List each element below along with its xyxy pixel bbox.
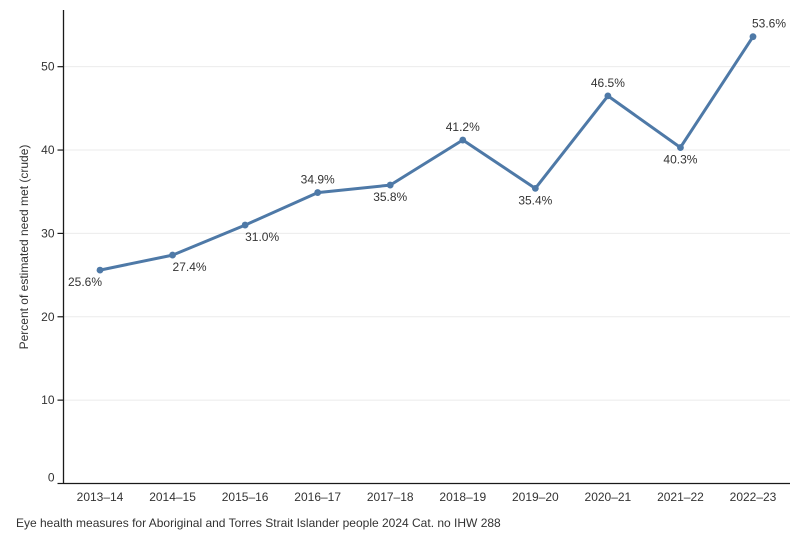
data-point-2020–21[interactable] [604,92,612,100]
series-line[interactable] [98,35,755,272]
data-label-10: 53.6% [752,17,786,31]
caption: Eye health measures for Aboriginal and T… [16,516,501,530]
data-point-2019–20[interactable] [531,184,539,192]
data-point-2016–17[interactable] [314,189,322,196]
x-tick-label-2: 2014–15 [149,490,196,504]
data-label-7: 35.4% [518,193,552,207]
y-tick-label-20: 20 [41,310,55,324]
y-tick-label-40: 40 [41,143,55,157]
x-tick-label-7: 2019–20 [512,490,559,504]
data-point-2015–16[interactable] [241,221,249,229]
data-label-4: 34.9% [301,173,335,187]
data-points [96,33,757,274]
data-labels: 25.6% 27.4% 31.0% 34.9% 35.8% 41.2% 35.4% 46.5%… [68,17,786,289]
data-label-9: 40.3% [663,153,697,167]
y-tick-label-0: 0 [48,471,55,485]
x-tick-label-4: 2016–17 [294,490,341,504]
y-axis-title: Percent of estimated need met (crude) [17,145,31,350]
data-label-2: 27.4% [173,260,207,274]
data-label-1: 25.6% [68,275,102,289]
x-tick-label-3: 2015–16 [222,490,269,504]
x-tick-labels: 2013–14 2014–15 2015–16 2016–17 2017–18 2018–… [77,490,777,504]
x-tick-label-5: 2017–18 [367,490,414,504]
data-point-2018–19[interactable] [459,136,467,144]
data-label-5: 35.8% [373,190,407,204]
x-tick-label-8: 2020–21 [585,490,632,504]
data-point-2021–22[interactable] [677,144,684,151]
data-label-6: 41.2% [446,120,480,134]
x-tick-label-6: 2018–19 [439,490,486,504]
data-point-2022–23[interactable] [749,33,757,41]
x-tick-label-9: 2021–22 [657,490,704,504]
data-point-2013–14[interactable] [96,266,104,274]
data-label-8: 46.5% [591,76,625,90]
y-tick-label-50: 50 [41,60,55,74]
data-point-2014–15[interactable] [169,251,176,259]
gridlines [63,66,790,401]
y-tick-label-30: 30 [41,226,55,240]
y-ticks: 0 10 20 30 40 50 [41,60,64,485]
y-tick-label-10: 10 [41,393,55,407]
x-tick-label-1: 2013–14 [77,490,124,504]
data-label-3: 31.0% [245,230,279,244]
x-tick-label-10: 2022–23 [730,490,777,504]
data-point-2017–18[interactable] [386,181,394,189]
